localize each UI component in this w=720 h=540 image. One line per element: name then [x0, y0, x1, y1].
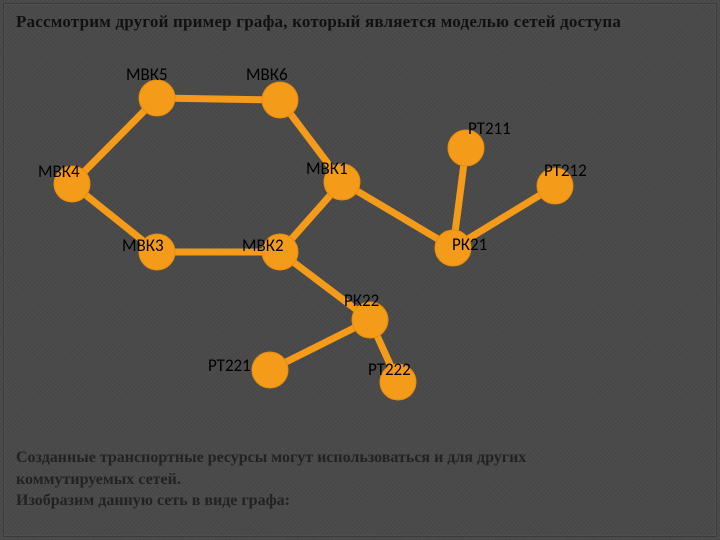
slide-footer: Созданные транспортные ресурсы могут исп… — [16, 447, 704, 512]
label-PT211: РТ211 — [468, 118, 511, 139]
label-PK22: РК22 — [344, 290, 379, 311]
node-MBK5 — [139, 80, 175, 116]
edge-MBK1-PK21 — [342, 182, 453, 248]
label-MBK5: МВК5 — [126, 64, 168, 85]
node-PT221 — [252, 352, 288, 388]
label-PT212: РТ212 — [544, 160, 587, 181]
node-MBK6 — [262, 82, 298, 118]
label-PT221: РТ221 — [208, 355, 251, 376]
label-MBK4: МВК4 — [38, 161, 80, 182]
label-PK21: РК21 — [452, 234, 487, 255]
label-MBK1: МВК1 — [306, 158, 348, 179]
label-PT222: РТ222 — [368, 359, 411, 380]
label-MBK6: МВК6 — [246, 64, 288, 85]
label-MBK2: МВК2 — [242, 235, 284, 256]
label-MBK3: МВК3 — [122, 235, 164, 256]
